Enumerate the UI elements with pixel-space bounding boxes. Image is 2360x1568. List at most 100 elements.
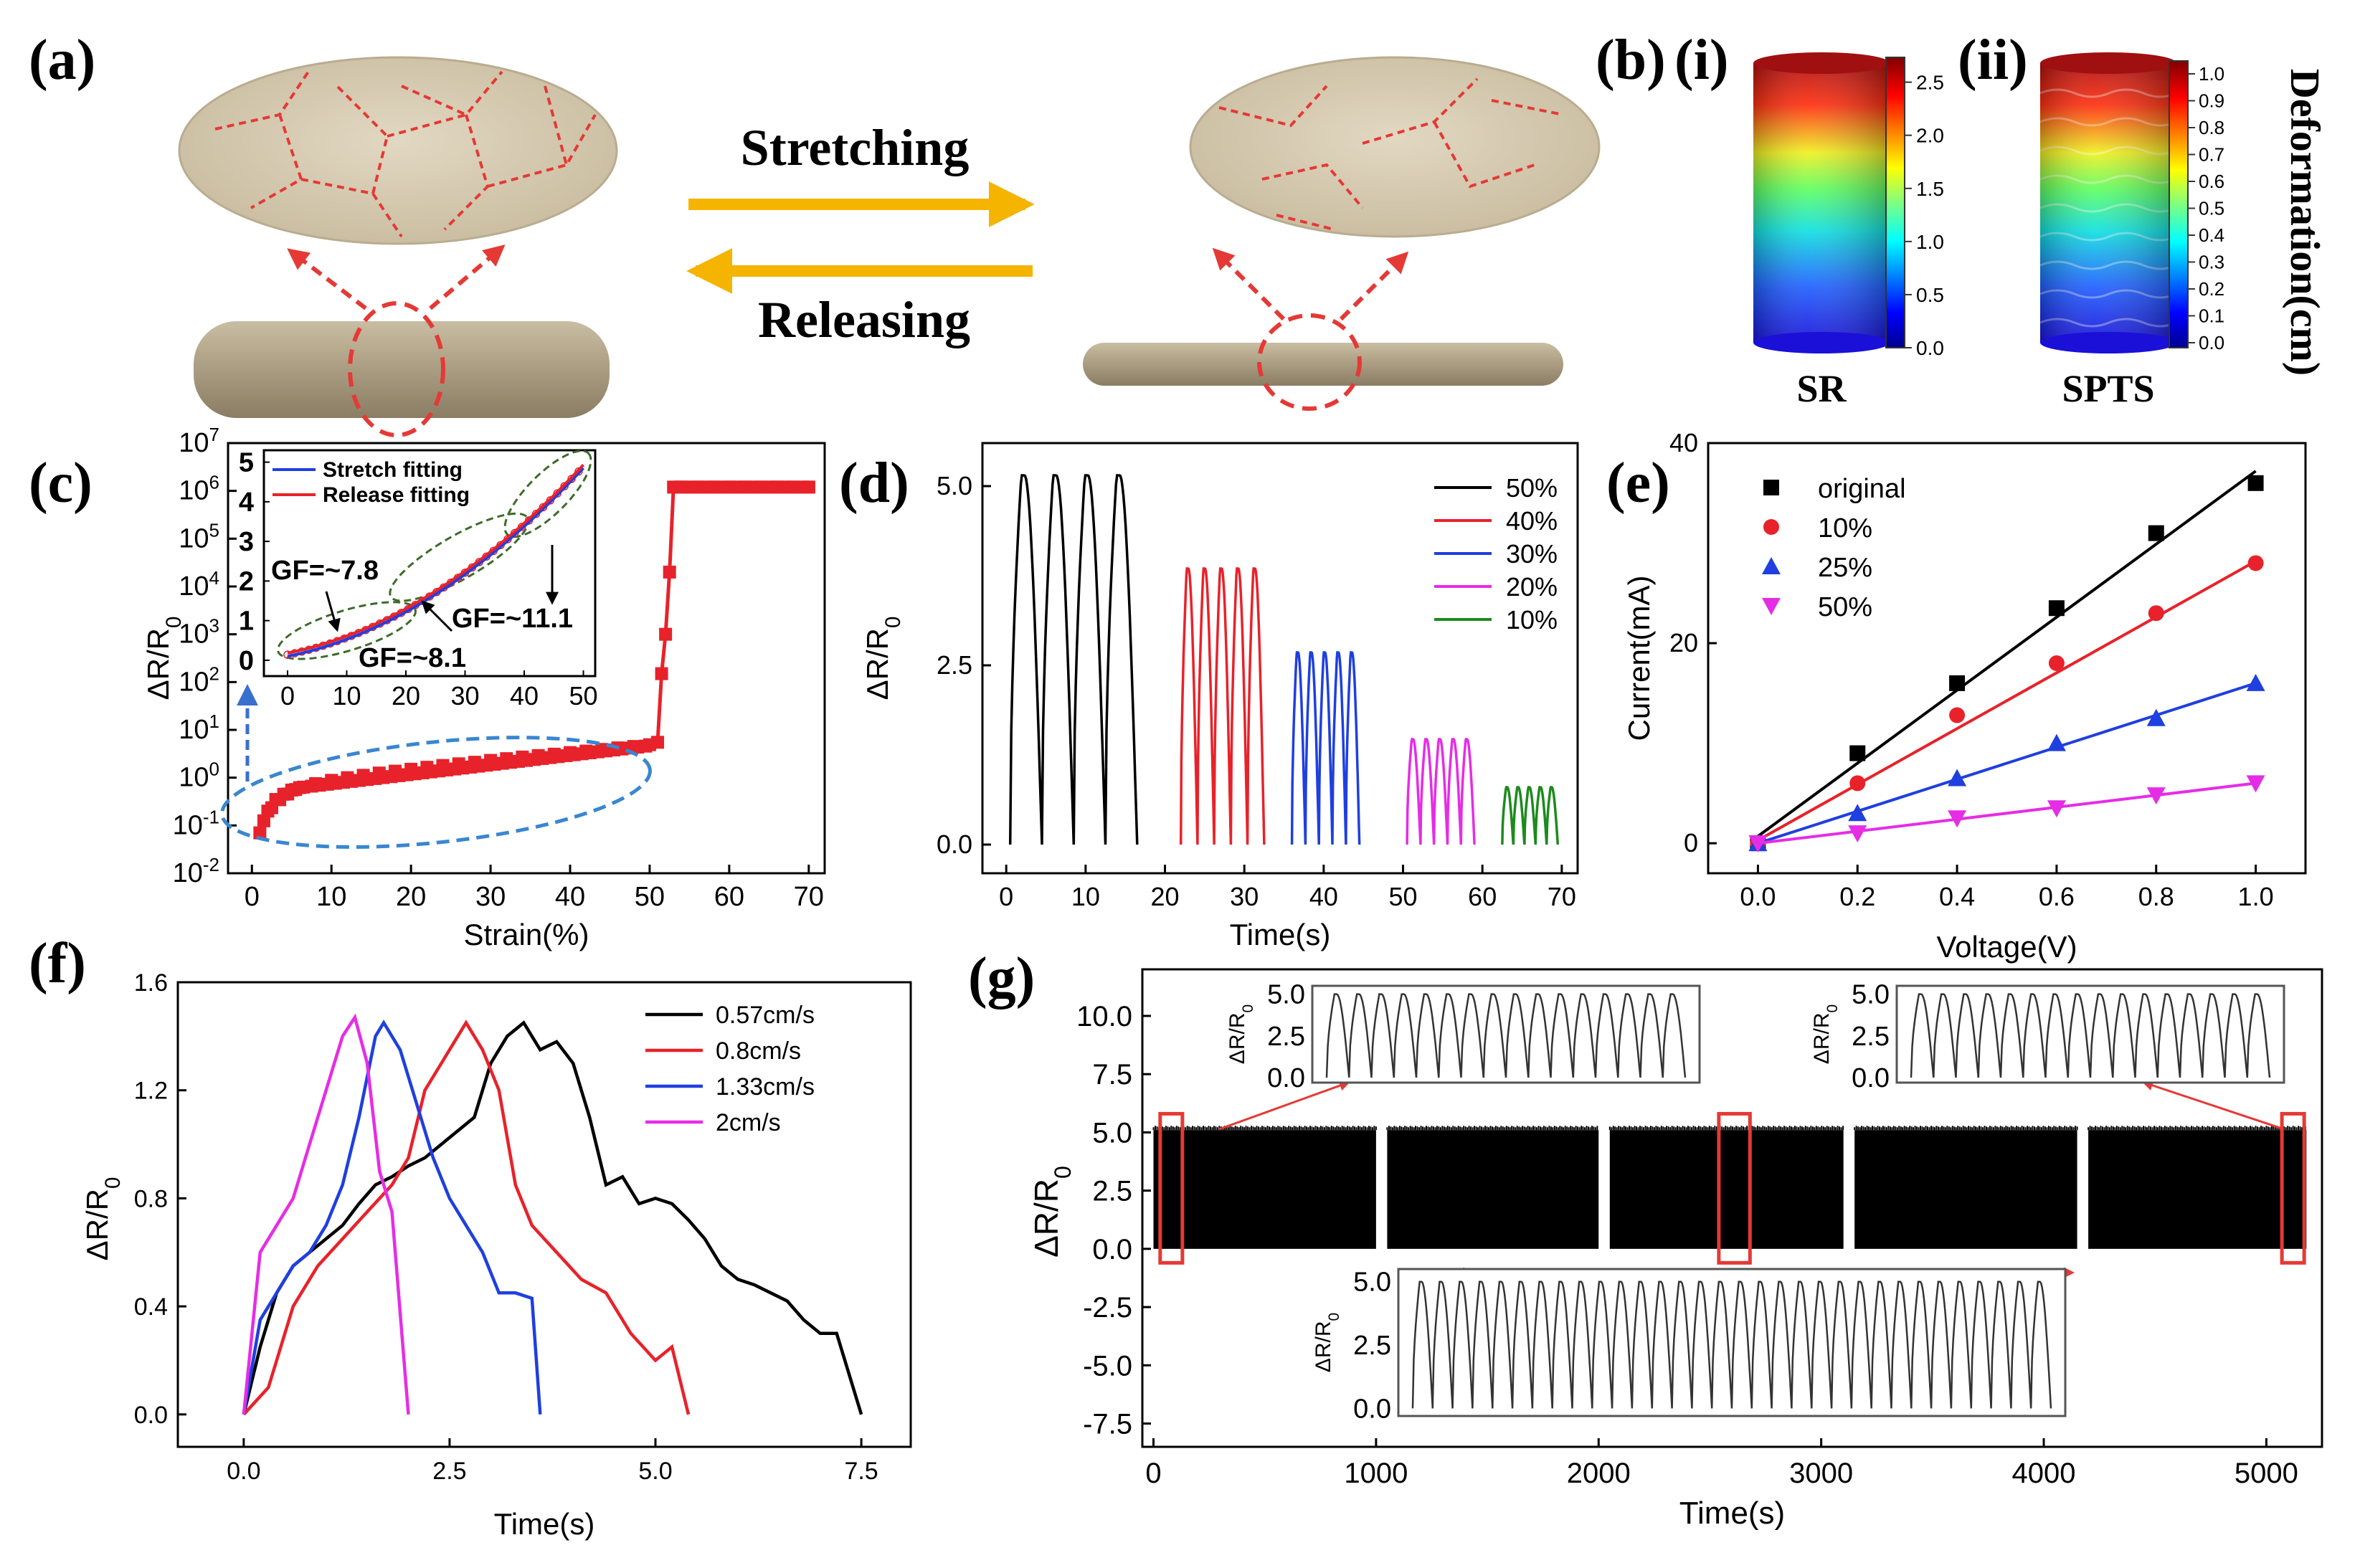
- chart-c-xtick-label: 40: [555, 882, 585, 912]
- panel-label-d: (d): [839, 452, 909, 515]
- chart-d-series-30pct: [1290, 651, 1361, 845]
- chart-c-inset-xtick-label: 50: [569, 681, 597, 711]
- panel-label-b: (b): [1596, 29, 1666, 92]
- chart-g-highlight-box: [1717, 1111, 1752, 1265]
- chart-f-ytick-label: 1.6: [134, 969, 168, 997]
- chart-e-fit-0: [1757, 470, 2257, 837]
- zoom-arrow-right-2: [1339, 251, 1409, 321]
- chart-d-series-50pct: [1008, 474, 1139, 845]
- chart-c-inset-release-fit: [287, 464, 584, 655]
- fiber-stretched: [1083, 343, 1563, 386]
- chart-g-inset-series: [1325, 993, 1687, 1078]
- chart-e-xlabel: Voltage(V): [1936, 930, 2077, 964]
- crack-network-stretched: [1218, 77, 1564, 231]
- microstructure-stretched: [1189, 56, 1601, 238]
- chart-g-xtick-label: 4000: [2012, 1458, 2076, 1489]
- chart-f-xtick-label: 2.5: [432, 1458, 466, 1485]
- deformation-axis-title: Deformation(cm): [2282, 69, 2328, 376]
- chart-g-ytick-label: 10.0: [1076, 1001, 1132, 1032]
- chart-f-xlabel: Time(s): [494, 1507, 595, 1541]
- chart-e-xtick-label: 0.2: [1839, 882, 1875, 911]
- chart-e-point: [1849, 775, 1866, 792]
- chart-e-xtick-label: 0.8: [2138, 882, 2174, 911]
- chart-c-annotation-arrow: [325, 591, 341, 632]
- chart-f-series-1: [242, 1020, 691, 1416]
- chart-g-inset-ytick-label: 5.0: [1353, 1268, 1391, 1298]
- chart-c-ytick-label: 10-1: [173, 806, 219, 840]
- chart-c-inset-ytick-label: 0: [239, 646, 254, 676]
- chart-e-xtick-label: 0.4: [1939, 882, 1975, 911]
- chart-e-point: [2247, 555, 2264, 571]
- chart-c-inset-ellipse: [277, 601, 417, 660]
- chart-g-ytick-label: 0.0: [1092, 1234, 1132, 1265]
- chart-g-block-noise: [1854, 1126, 2078, 1131]
- chart-c-point: [639, 739, 653, 753]
- chart-e-legend-label: 25%: [1818, 553, 1872, 583]
- chart-f-legend-label: 2cm/s: [716, 1109, 781, 1136]
- chart-g-ytick-label: 7.5: [1092, 1059, 1132, 1091]
- spts-tick-label: 0.9: [2199, 90, 2224, 112]
- chart-c-ytick-label: 105: [179, 519, 219, 553]
- chart-g-xtick-label: 2000: [1567, 1458, 1631, 1489]
- chart-g-block-noise: [1386, 1126, 1598, 1131]
- chart-g-xtick-label: 1000: [1344, 1458, 1408, 1489]
- chart-g-ytick-label: -7.5: [1083, 1409, 1132, 1440]
- chart-g-ytick-label: 5.0: [1092, 1117, 1132, 1149]
- chart-c-inset-ytick-label: 1: [239, 607, 254, 637]
- chart-c-inset-xtick-label: 40: [510, 681, 539, 711]
- chart-e-ytick-label: 0: [1684, 828, 1698, 857]
- spts-tick-label: 0.0: [2199, 332, 2224, 353]
- chart-f-legend-label: 0.57cm/s: [716, 1002, 815, 1029]
- chart-c-inset-ytick-label: 4: [239, 488, 254, 518]
- chart-e-legend-label: 50%: [1818, 592, 1872, 622]
- chart-c-xtick-label: 30: [475, 882, 506, 912]
- fiber-unstretched: [194, 321, 610, 418]
- chart-g-ylabel-wrap: ΔR/R0: [1028, 1166, 1076, 1258]
- chart-g-inset-ytick-label: 5.0: [1267, 980, 1305, 1010]
- crack-network-unstretched: [214, 70, 597, 238]
- chart-e-legend-marker: [1763, 480, 1779, 495]
- chart-c-inset-xtick-label: 20: [392, 681, 420, 711]
- chart-g-xtick-label: 0: [1145, 1458, 1161, 1489]
- chart-c-inset-ytick-label: 3: [239, 527, 254, 557]
- chart-c-xtick-label: 0: [245, 882, 260, 912]
- chart-e-frame: [1707, 442, 2307, 875]
- chart-c-annotation-gf2: GF=~11.1: [452, 604, 573, 634]
- spts-tick-label: 0.5: [2199, 198, 2224, 219]
- zoom-arrow-left-1: [287, 248, 367, 310]
- chart-c-xtick-label: 50: [635, 882, 665, 912]
- chart-g-inset-ylabel-wrap: ΔR/R0: [1226, 1004, 1256, 1064]
- chart-f-ylabel-wrap: ΔR/R0: [80, 1177, 125, 1261]
- chart-e-point: [2146, 708, 2166, 726]
- chart-e-fit-3: [1758, 781, 2256, 845]
- chart-e-legend-marker: [1762, 557, 1781, 574]
- chart-c-point: [257, 814, 270, 827]
- sr-tick-label: 1.0: [1916, 231, 1944, 253]
- chart-g-xtick-label: 5000: [2235, 1458, 2298, 1489]
- chart-c-point: [659, 627, 673, 641]
- chart-e-point: [2247, 475, 2264, 491]
- chart-c-legend-stretch: Stretch fitting: [323, 458, 463, 482]
- chart-d: 0 10 20 30 40 50 60 70 0.0 2.5 5.0 Time(s) ΔR/R0 50%4…: [861, 442, 1579, 951]
- chart-g-ytick-label: -2.5: [1083, 1292, 1132, 1324]
- chart-g-inset-arrow: [2142, 1080, 2285, 1131]
- chart-g-ytick-label: -5.0: [1083, 1350, 1132, 1382]
- chart-e-point: [2246, 673, 2265, 691]
- spts-tick-label: 0.6: [2199, 171, 2224, 192]
- chart-c-ytick-label: 107: [179, 424, 219, 458]
- chart-d-ylabel: ΔR/R0: [861, 617, 905, 700]
- chart-e-legend-label: original: [1818, 474, 1906, 504]
- panel-label-b-i: (i): [1674, 29, 1729, 92]
- spts-label: SPTS: [2062, 367, 2154, 410]
- chart-e: 0.0 0.2 0.4 0.6 0.8 1.0 0 20 40 Voltage(V) Current…: [1622, 428, 2307, 964]
- chart-e-point: [2047, 800, 2066, 818]
- chart-c-ylabel-wrap: ΔR/R0: [141, 617, 186, 700]
- chart-d-xlabel: Time(s): [1230, 918, 1331, 951]
- chart-d-legend-label: 40%: [1506, 506, 1558, 536]
- chart-e-point: [1848, 804, 1867, 822]
- sr-tick-label: 2.5: [1916, 72, 1944, 94]
- chart-e-point: [2148, 525, 2164, 541]
- chart-g-frame: [1141, 968, 2323, 1448]
- chart-c-ytick-label: 104: [179, 567, 219, 602]
- chart-c-inset-ytick-label: 5: [239, 448, 254, 478]
